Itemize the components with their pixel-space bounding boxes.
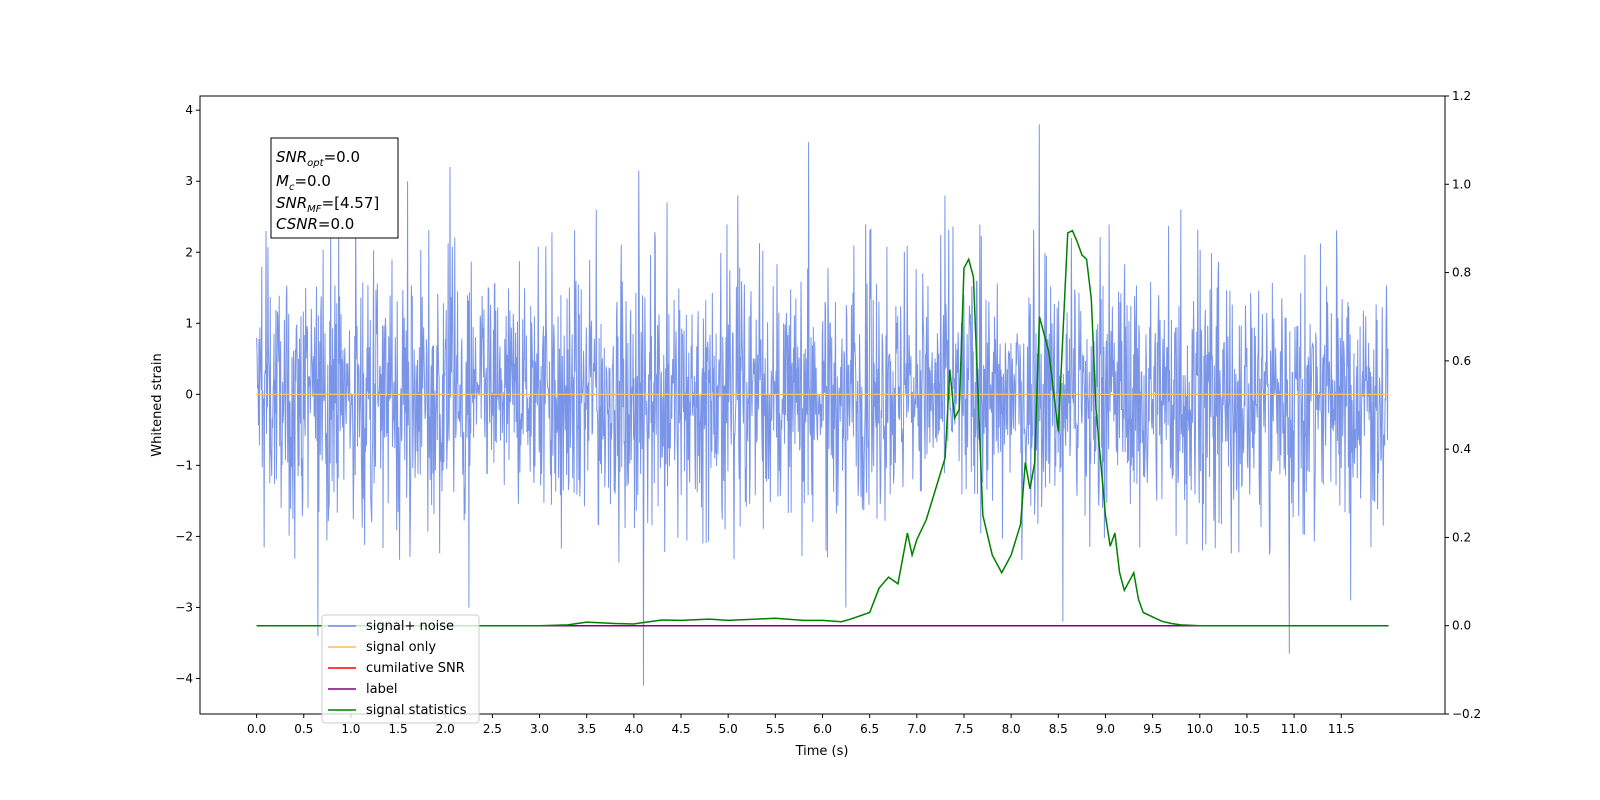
legend-label: signal+ noise bbox=[366, 619, 454, 634]
y2-tick-label: 0.4 bbox=[1452, 442, 1471, 456]
x-tick-label: 0.5 bbox=[294, 722, 313, 736]
legend-label: signal statistics bbox=[366, 703, 467, 718]
legend: signal+ noise signal only cumilative SNR la… bbox=[321, 614, 480, 724]
y2-tick-label: 0.0 bbox=[1452, 619, 1471, 633]
noise-line bbox=[256, 124, 1389, 686]
y-tick-label: 1 bbox=[185, 316, 193, 330]
annotation-line: SNRMF=[4.57] bbox=[276, 194, 379, 215]
y2-tick-label: 1.2 bbox=[1452, 89, 1471, 103]
y-tick-label: 4 bbox=[185, 103, 193, 117]
x-tick-label: 9.0 bbox=[1096, 722, 1115, 736]
x-tick-label: 1.5 bbox=[389, 722, 408, 736]
x-tick-label: 11.5 bbox=[1328, 722, 1355, 736]
x-tick-label: 2.0 bbox=[436, 722, 455, 736]
x-tick-label: 8.0 bbox=[1002, 722, 1021, 736]
x-tick-label: 6.0 bbox=[813, 722, 832, 736]
x-axis: 0.0 0.5 1.0 1.5 2.0 2.5 3.0 3.5 4.0 4.5 5.0 5.5 6.0 6… bbox=[247, 714, 1355, 736]
y2-tick-label: 0.8 bbox=[1452, 266, 1471, 280]
x-tick-label: 7.0 bbox=[907, 722, 926, 736]
x-tick-label: 5.0 bbox=[719, 722, 738, 736]
annotation-line: CSNR=0.0 bbox=[276, 215, 354, 233]
x-tick-label: 11.0 bbox=[1281, 722, 1308, 736]
x-tick-label: 4.5 bbox=[671, 722, 690, 736]
x-tick-label: 1.0 bbox=[341, 722, 360, 736]
y-axis-right: −0.2 0.0 0.2 0.4 0.6 0.8 1.0 1.2 bbox=[1445, 89, 1481, 721]
legend-label: label bbox=[366, 682, 397, 697]
y-tick-label: 2 bbox=[185, 245, 193, 259]
y-tick-label: 3 bbox=[185, 174, 193, 188]
x-tick-label: 4.0 bbox=[624, 722, 643, 736]
y2-tick-label: −0.2 bbox=[1452, 707, 1481, 721]
signal-statistics-line bbox=[256, 229, 1389, 627]
x-tick-label: 9.5 bbox=[1143, 722, 1162, 736]
x-axis-label: Time (s) bbox=[795, 744, 849, 759]
x-tick-label: 0.0 bbox=[247, 722, 266, 736]
y2-tick-label: 1.0 bbox=[1452, 177, 1471, 191]
y-tick-label: −4 bbox=[175, 671, 193, 685]
annotation-line: Mc=0.0 bbox=[276, 172, 331, 193]
y-axis-label: Whitened strain bbox=[150, 353, 165, 456]
y-tick-label: −1 bbox=[175, 458, 193, 472]
y-tick-label: −3 bbox=[175, 600, 193, 614]
y2-tick-label: 0.6 bbox=[1452, 354, 1471, 368]
x-tick-label: 8.5 bbox=[1049, 722, 1068, 736]
legend-label: cumilative SNR bbox=[366, 661, 465, 676]
x-tick-label: 10.5 bbox=[1234, 722, 1261, 736]
y-tick-label: 0 bbox=[185, 387, 193, 401]
x-tick-label: 10.0 bbox=[1186, 722, 1213, 736]
legend-label: signal only bbox=[366, 640, 436, 655]
y-tick-label: −2 bbox=[175, 529, 193, 543]
x-tick-label: 5.5 bbox=[766, 722, 785, 736]
x-tick-label: 3.0 bbox=[530, 722, 549, 736]
x-tick-label: 7.5 bbox=[954, 722, 973, 736]
x-tick-label: 3.5 bbox=[577, 722, 596, 736]
legend-frame bbox=[321, 614, 480, 724]
x-tick-label: 6.5 bbox=[860, 722, 879, 736]
annotation-line: SNRopt=0.0 bbox=[276, 148, 360, 169]
y-axis-left: −4 −3 −2 −1 0 1 2 3 4 bbox=[175, 103, 200, 685]
x-tick-label: 2.5 bbox=[483, 722, 502, 736]
noise-series bbox=[256, 124, 1389, 686]
y2-tick-label: 0.2 bbox=[1452, 530, 1471, 544]
annotation-frame bbox=[270, 137, 399, 239]
